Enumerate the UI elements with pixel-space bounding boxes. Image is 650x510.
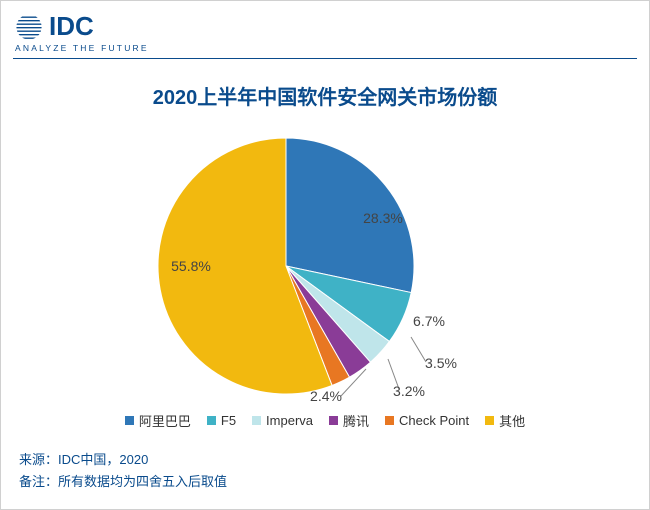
legend-swatch [125,416,134,425]
source-line: 来源：IDC中国，2020 [19,449,227,471]
legend-swatch [385,416,394,425]
legend-item: Imperva [252,413,313,428]
note-line: 备注：所有数据均为四舍五入后取值 [19,471,227,493]
logo-tagline: ANALYZE THE FUTURE [15,43,149,53]
globe-icon [15,13,43,41]
legend-item: Check Point [385,413,469,428]
legend-swatch [329,416,338,425]
figure-container: IDC ANALYZE THE FUTURE 2020上半年中国软件安全网关市场… [0,0,650,510]
slice-label: 6.7% [413,313,445,329]
legend-label: 腾讯 [343,411,369,430]
legend: 阿里巴巴 F5 Imperva 腾讯 Check Point 其他 [1,411,649,430]
chart-title: 2020上半年中国软件安全网关市场份额 [1,81,649,110]
pie-chart: 28.3% 6.7% 3.5%3.2% 2.4% 55.8% [1,121,650,411]
legend-item: 腾讯 [329,411,369,430]
legend-swatch [252,416,261,425]
logo-text: IDC [49,11,94,42]
legend-item: 阿里巴巴 [125,411,191,430]
slice-label: 28.3% [363,210,403,226]
slice-label: 55.8% [171,258,211,274]
legend-item: 其他 [485,411,525,430]
legend-label: Check Point [399,413,469,428]
footer: 来源：IDC中国，2020 备注：所有数据均为四舍五入后取值 [19,449,227,493]
legend-label: Imperva [266,413,313,428]
legend-swatch [485,416,494,425]
idc-logo: IDC ANALYZE THE FUTURE [15,11,149,53]
legend-label: 其他 [499,411,525,430]
legend-swatch [207,416,216,425]
slice-label: 3.5% [425,355,457,371]
slice-label: 3.2% [393,383,425,399]
header-rule [13,58,637,59]
legend-item: F5 [207,413,236,428]
slice-label: 2.4% [310,388,342,404]
leader-line [411,337,426,362]
legend-label: F5 [221,413,236,428]
legend-label: 阿里巴巴 [139,411,191,430]
